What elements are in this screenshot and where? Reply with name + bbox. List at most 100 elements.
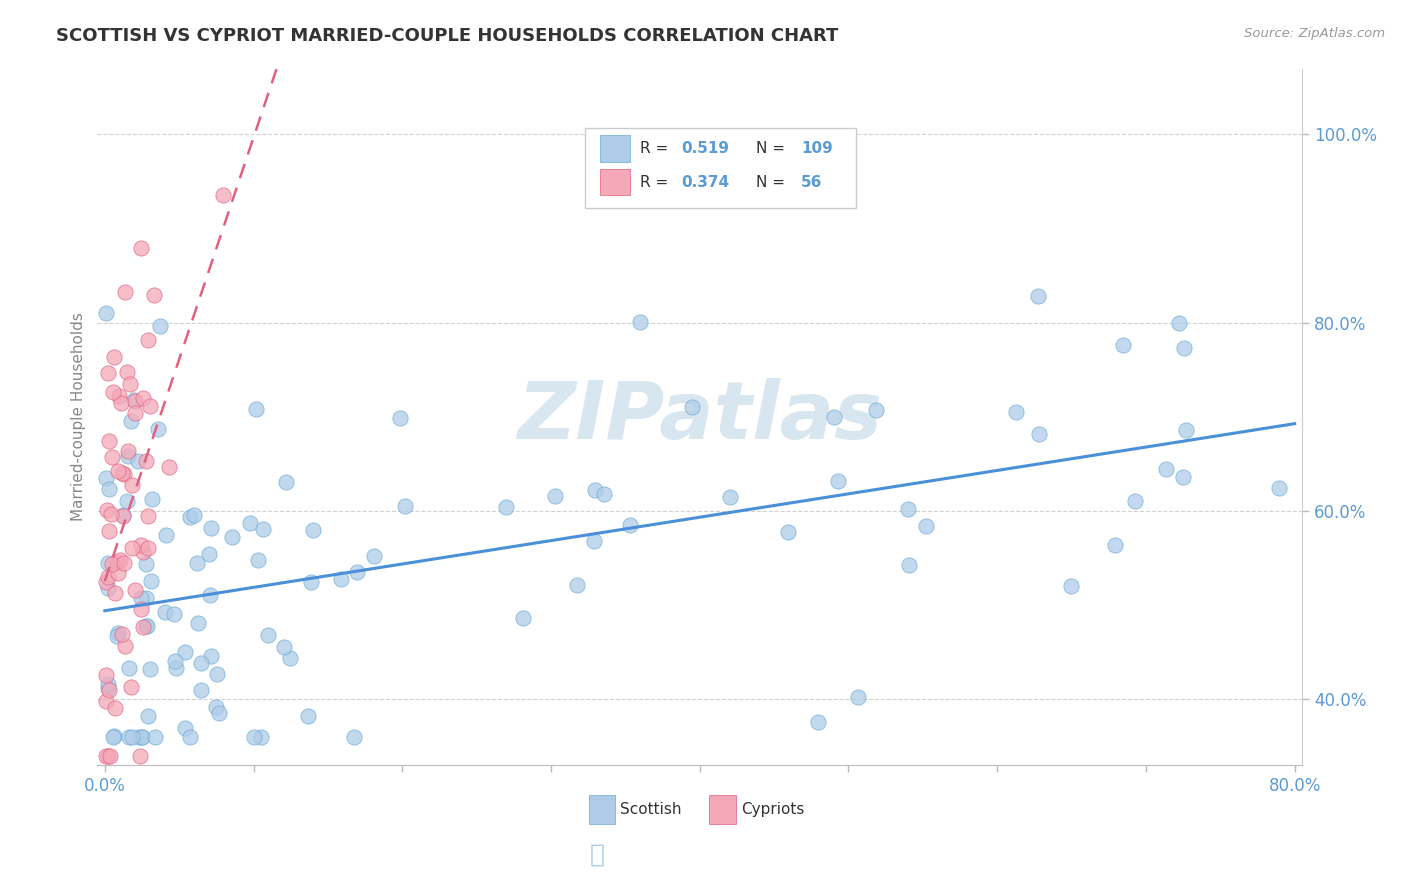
Point (153, 605, 176, 619)
Y-axis label: Married-couple Households: Married-couple Households (72, 312, 86, 521)
Point (846, 690, 869, 704)
Point (205, 700, 228, 714)
Point (112, 557, 135, 571)
Text: N =: N = (756, 141, 790, 156)
Point (278, 651, 301, 665)
Point (583, 534, 606, 549)
Point (143, 287, 166, 301)
Point (129, 748, 152, 763)
Point (274, 475, 297, 489)
Point (97, 681, 120, 695)
Point (1174, 423, 1197, 437)
Point (101, 730, 124, 744)
Point (165, 654, 187, 668)
Point (136, 709, 159, 723)
Point (129, 591, 152, 605)
Point (343, 730, 366, 744)
Point (132, 620, 155, 634)
Point (190, 682, 212, 697)
Point (583, 483, 606, 498)
Text: ZIPatlas: ZIPatlas (517, 378, 882, 456)
Point (718, 490, 741, 504)
Bar (710, 795, 735, 824)
Point (105, 555, 128, 569)
Bar (585, 128, 856, 208)
Text: Scottish: Scottish (620, 802, 682, 817)
Point (827, 475, 849, 489)
Text: 109: 109 (801, 141, 832, 156)
Point (495, 500, 517, 515)
Point (111, 508, 134, 522)
Point (1005, 405, 1028, 419)
Point (122, 392, 145, 407)
Point (110, 552, 132, 566)
Point (100, 507, 122, 521)
Point (127, 454, 149, 468)
Point (103, 350, 125, 364)
Point (97, 556, 120, 570)
Point (389, 410, 412, 425)
Point (157, 460, 180, 475)
Point (179, 510, 201, 524)
Point (143, 730, 166, 744)
Point (174, 645, 197, 659)
Point (299, 575, 322, 590)
Point (136, 333, 159, 347)
Point (112, 467, 135, 482)
Point (104, 585, 127, 599)
Point (138, 662, 160, 676)
Point (593, 487, 616, 501)
Point (128, 730, 150, 744)
Point (915, 519, 938, 533)
Point (98, 482, 121, 496)
Bar (589, 795, 616, 824)
Text: ⬜: ⬜ (591, 843, 605, 866)
Point (100, 450, 122, 465)
Point (107, 566, 129, 580)
Point (1026, 289, 1049, 303)
Point (681, 400, 703, 414)
Point (118, 660, 141, 674)
Point (138, 399, 160, 413)
Text: Cypriots: Cypriots (741, 802, 804, 817)
Text: 0.374: 0.374 (682, 175, 730, 190)
Point (330, 572, 353, 586)
Point (97, 677, 120, 691)
Point (163, 607, 186, 621)
Point (100, 557, 122, 571)
Text: R =: R = (640, 141, 672, 156)
Point (544, 489, 567, 503)
Point (96, 575, 118, 590)
Point (121, 478, 143, 492)
Point (149, 319, 172, 334)
Point (129, 538, 152, 552)
Point (96, 503, 118, 517)
Point (101, 384, 124, 399)
Point (247, 553, 270, 567)
Point (1171, 469, 1194, 483)
Text: R =: R = (640, 175, 672, 190)
Point (1154, 462, 1177, 476)
Point (98, 524, 121, 538)
Point (1173, 341, 1195, 355)
Point (96, 748, 118, 763)
Point (565, 578, 588, 592)
Point (120, 376, 142, 391)
Point (190, 657, 212, 671)
Point (141, 574, 163, 588)
Point (155, 527, 177, 541)
Point (823, 409, 845, 424)
Point (96, 668, 118, 682)
Point (252, 522, 274, 536)
Point (104, 701, 127, 715)
Point (1028, 427, 1050, 442)
Point (98, 682, 121, 697)
Point (628, 315, 651, 329)
Point (148, 422, 170, 436)
Point (273, 640, 295, 655)
Point (117, 449, 139, 463)
Point (97, 569, 120, 583)
Point (135, 619, 157, 633)
Point (111, 467, 134, 481)
Point (107, 464, 129, 478)
